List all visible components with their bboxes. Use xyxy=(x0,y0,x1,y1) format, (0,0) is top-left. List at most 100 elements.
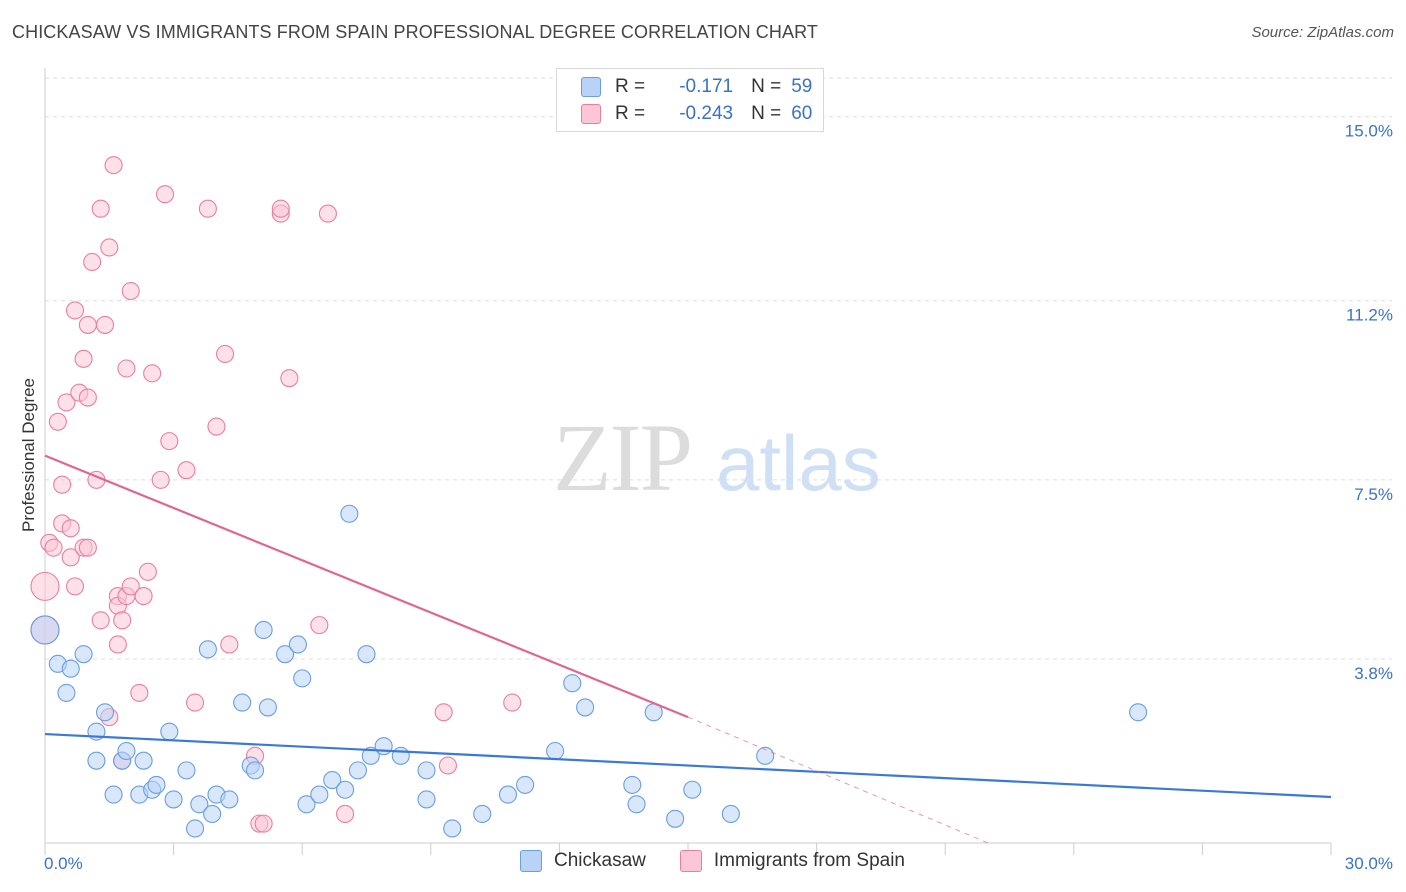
spain-point xyxy=(198,199,217,218)
legend-swatch-chickasaw xyxy=(581,77,601,97)
spain-point xyxy=(78,388,97,407)
spain-point xyxy=(143,364,162,383)
legend-label-spain: Immigrants from Spain xyxy=(713,850,905,871)
chickasaw-point xyxy=(357,645,376,664)
chickasaw-point xyxy=(756,746,775,765)
chickasaw-point xyxy=(61,659,80,678)
spain-point xyxy=(121,281,140,301)
chickasaw-point xyxy=(683,780,702,799)
chickasaw-point xyxy=(323,771,342,790)
chickasaw-point xyxy=(74,645,93,664)
legend-item-spain[interactable]: Immigrants from Spain xyxy=(679,850,905,872)
spain-point xyxy=(65,301,85,320)
chickasaw-point xyxy=(623,775,642,794)
spain-point xyxy=(271,199,290,218)
spain-point xyxy=(220,635,239,654)
chickasaw-point xyxy=(473,804,492,823)
chickasaw-point xyxy=(374,737,393,756)
chickasaw-point xyxy=(95,703,115,722)
correlation-legend: R = -0.171 N = 59 R = -0.243 N = 60 xyxy=(556,68,824,132)
chickasaw-point xyxy=(516,775,535,794)
legend-n-value: 59 xyxy=(791,76,813,97)
legend-n-label: N = xyxy=(751,103,782,124)
y-tick-label: 7.5% xyxy=(1354,485,1393,504)
chickasaw-point xyxy=(340,504,359,523)
spain-point xyxy=(78,315,97,334)
source-label: Source: ZipAtlas.com xyxy=(1251,24,1394,41)
legend-r-label: R = xyxy=(615,76,646,97)
chickasaw-point xyxy=(160,722,179,741)
chickasaw-point xyxy=(203,804,222,823)
spain-point xyxy=(185,693,205,712)
legend-item-chickasaw[interactable]: Chickasaw xyxy=(520,850,646,872)
chickasaw-point xyxy=(546,741,565,761)
spain-point xyxy=(30,571,60,601)
chickasaw-point xyxy=(310,785,329,804)
legend-row-chickasaw: R = -0.171 N = 59 xyxy=(581,74,812,100)
chickasaw-point xyxy=(666,809,685,828)
spain-point xyxy=(57,393,76,412)
chickasaw-point xyxy=(164,790,183,809)
spain-point xyxy=(177,461,196,480)
spain-point xyxy=(48,412,67,431)
spain-point xyxy=(155,185,175,204)
y-tick-label: 3.8% xyxy=(1354,664,1393,683)
chickasaw-point xyxy=(417,790,436,809)
legend-label-chickasaw: Chickasaw xyxy=(554,850,646,871)
spain-point xyxy=(104,156,123,175)
series-legend: Chickasaw Immigrants from Spain xyxy=(520,850,939,872)
chickasaw-point xyxy=(417,761,436,780)
chickasaw-point xyxy=(104,785,123,804)
spain-point xyxy=(108,635,127,654)
legend-r-value: -0.243 xyxy=(679,103,734,124)
chickasaw-point xyxy=(134,751,153,770)
spain-point xyxy=(91,611,110,630)
chickasaw-point xyxy=(185,819,205,838)
spain-trendline-extension xyxy=(687,716,989,844)
chickasaw-point xyxy=(293,669,312,688)
chickasaw-point xyxy=(1129,703,1148,722)
spain-point xyxy=(134,587,153,606)
chart-title: CHICKASAW VS IMMIGRANTS FROM SPAIN PROFE… xyxy=(12,22,818,42)
watermark-atlas: atlas xyxy=(716,419,881,507)
chickasaw-point xyxy=(245,761,265,780)
spain-point xyxy=(78,538,97,557)
chickasaw-point xyxy=(220,790,239,809)
chickasaw-point xyxy=(563,674,582,693)
spain-point xyxy=(100,238,119,257)
chickasaw-point xyxy=(254,620,273,640)
chickasaw-point xyxy=(177,761,196,780)
chickasaw-point xyxy=(627,795,646,814)
x-tick-label: 30.0% xyxy=(1345,854,1393,873)
chickasaw-point xyxy=(30,615,60,645)
y-axis-label: Professional Degree xyxy=(19,378,38,532)
watermark-zip: ZIP xyxy=(553,404,691,511)
legend-n-value: 60 xyxy=(791,103,813,124)
spain-point xyxy=(434,703,453,722)
spain-point xyxy=(254,814,273,833)
chickasaw-point xyxy=(276,645,295,664)
chickasaw-point xyxy=(443,819,462,838)
chickasaw-point xyxy=(721,804,740,823)
spain-point xyxy=(117,359,136,378)
legend-swatch-spain xyxy=(581,104,601,124)
chickasaw-point xyxy=(288,635,307,654)
spain-point xyxy=(53,475,72,494)
spain-point xyxy=(138,562,157,581)
chickasaw-point xyxy=(198,640,217,659)
spain-point xyxy=(215,344,235,364)
chickasaw-point xyxy=(57,683,76,702)
spain-point xyxy=(95,315,115,334)
chickasaw-point xyxy=(361,746,380,765)
spain-point xyxy=(61,519,80,538)
spain-point xyxy=(74,349,93,368)
spain-point xyxy=(65,577,85,596)
legend-r-value: -0.171 xyxy=(679,76,734,97)
chickasaw-point xyxy=(348,761,367,780)
chickasaw-point xyxy=(233,693,252,712)
legend-swatch-spain xyxy=(679,850,702,872)
spain-point xyxy=(438,756,457,775)
spain-point xyxy=(318,204,337,223)
chickasaw-point xyxy=(117,741,136,761)
spain-point xyxy=(130,683,149,702)
